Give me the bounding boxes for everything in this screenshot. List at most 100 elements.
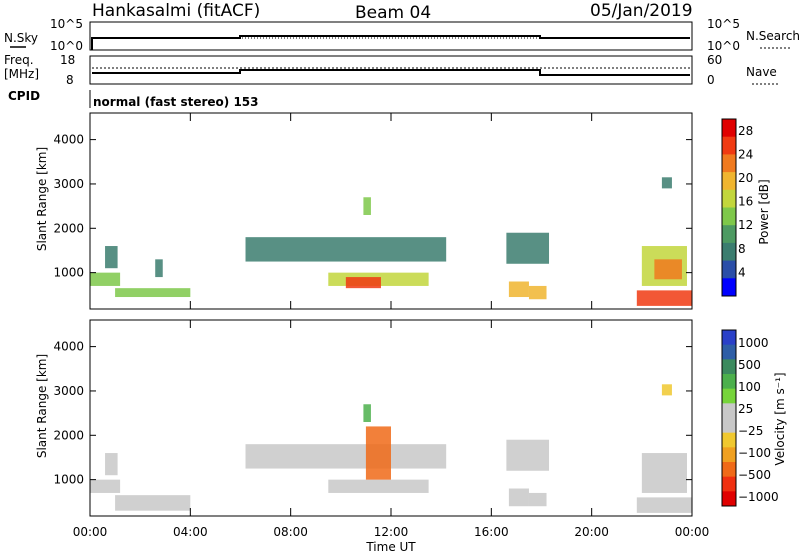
vel-cells-region-9	[528, 492, 547, 507]
power-colorbar-swatch-8	[722, 260, 736, 279]
velocity-heatmap-cells	[90, 384, 692, 513]
power-colorbar-tick-3: 16	[738, 195, 753, 209]
velocity-colorbar-tick-2: 100	[738, 380, 761, 394]
freq-label: Freq.	[4, 53, 34, 67]
velocity-colorbar-tick-6: −500	[738, 468, 771, 482]
power-cells-region-4	[245, 237, 447, 262]
date-label: 05/Jan/2019	[590, 1, 693, 21]
power-cells-region-13	[636, 290, 692, 306]
power-cells-region-3	[155, 259, 163, 278]
vel-cells-region-4	[328, 479, 429, 493]
power-colorbar-tick-1: 24	[738, 147, 753, 161]
velocity-colorbar-tick-7: −1000	[738, 490, 779, 504]
power-y-ticks: 1000 2000 3000 4000	[53, 133, 692, 280]
power-colorbar-swatch-7	[722, 242, 736, 262]
freq-series	[92, 69, 690, 76]
power-cells-region-14	[661, 177, 672, 189]
power-cells-region-1	[105, 246, 118, 269]
nsky-tick-top: 10^5	[50, 17, 83, 31]
vel-yticks-label-0: 1000	[53, 473, 84, 487]
power-heatmap-panel: 1000 2000 3000 4000 Slant Range [km]	[35, 112, 693, 310]
velocity-colorbar-swatch-8	[722, 447, 736, 463]
nave-tick-top: 60	[707, 53, 722, 67]
freq-unit: [MHz]	[4, 67, 39, 81]
freq-panel: Freq. [MHz] 18 8 60 0 Nave	[4, 53, 778, 87]
power-cells-region-7	[363, 197, 371, 215]
nsky-panel: N.Sky 10^5 10^0 10^5 10^0 N.Search	[4, 17, 800, 53]
x-tick-label-0: 00:00	[73, 525, 108, 539]
velocity-y-ticks: 1000 2000 3000 4000	[53, 340, 692, 487]
power-cells-region-8	[506, 232, 550, 264]
power-y-label: Slant Range [km]	[35, 147, 49, 251]
power-colorbar-tick-5: 8	[738, 242, 746, 256]
x-tick-label-3: 12:00	[374, 525, 409, 539]
power-heatmap-cells	[90, 177, 692, 306]
velocity-colorbar-swatch-0	[722, 330, 736, 346]
power-colorbar-swatch-3	[722, 172, 736, 191]
vel-cells-region-10	[641, 453, 687, 493]
velocity-colorbar: 1000 500 100 25 −25 −100 −500 −1000	[721, 329, 779, 507]
velocity-colorbar-swatch-4	[722, 388, 736, 404]
velocity-colorbar-swatch-1	[722, 344, 736, 360]
velocity-colorbar-tick-4: −25	[738, 424, 763, 438]
power-cells-region-0	[90, 272, 121, 286]
nsky-frame	[89, 21, 693, 51]
power-colorbar-label: Power [dB]	[757, 179, 771, 244]
power-colorbar-swatch-2	[722, 154, 736, 173]
power-yticks-label-0: 1000	[53, 266, 84, 280]
power-cells-region-10	[528, 285, 547, 300]
freq-frame	[89, 55, 693, 85]
power-colorbar: 28 24 20 16 12 8 4	[721, 118, 753, 297]
x-tick-label-2: 08:00	[273, 525, 308, 539]
power-colorbar-frame	[721, 118, 737, 297]
cpid-text: normal (fast stereo) 153	[93, 95, 259, 109]
beam-label: Beam 04	[355, 3, 431, 23]
velocity-colorbar-swatch-10	[722, 476, 736, 492]
power-cells-region-9	[508, 281, 529, 298]
power-colorbar-tick-0: 28	[738, 124, 753, 138]
nsearch-tick-top: 10^5	[707, 17, 740, 31]
power-colorbar-tick-2: 20	[738, 171, 753, 185]
nsearch-tick-bottom: 10^0	[707, 39, 740, 53]
power-colorbar-swatch-5	[722, 207, 736, 226]
power-yticks-label-2: 3000	[53, 177, 84, 191]
nave-label: Nave	[746, 65, 777, 79]
nsky-series	[91, 35, 690, 50]
power-colorbar-tick-6: 4	[738, 265, 746, 279]
radar-title: Hankasalmi (fitACF)	[92, 1, 260, 21]
velocity-colorbar-tick-0: 1000	[738, 336, 769, 350]
vel-cells-region-5	[363, 404, 371, 422]
cpid-label: CPID	[8, 89, 40, 103]
velocity-heatmap-panel: 1000 2000 3000 4000 Slant Range [km]	[35, 319, 693, 517]
x-axis: 00:00 04:00 08:00 12:00 16:00 20:00 00:00	[73, 113, 710, 539]
vel-yticks-label-2: 3000	[53, 384, 84, 398]
power-colorbar-swatch-4	[722, 189, 736, 208]
power-colorbar-swatch-9	[722, 278, 736, 297]
nsky-label: N.Sky	[4, 31, 38, 45]
velocity-colorbar-swatch-2	[722, 359, 736, 375]
x-axis-label: Time UT	[365, 540, 416, 554]
velocity-colorbar-swatch-9	[722, 462, 736, 478]
vel-cells-region-0	[90, 479, 121, 493]
vel-cells-region-11	[636, 497, 692, 513]
velocity-y-label: Slant Range [km]	[35, 354, 49, 458]
vel-yticks-label-1: 2000	[53, 428, 84, 442]
vel-cells-region-2	[115, 495, 191, 511]
velocity-colorbar-tick-1: 500	[738, 358, 761, 372]
vel-cells-region-12	[661, 384, 672, 396]
vel-cells-region-8	[508, 488, 529, 507]
vel-yticks-label-3: 4000	[53, 340, 84, 354]
nave-tick-bottom: 0	[707, 73, 715, 87]
velocity-colorbar-swatch-11	[722, 491, 736, 507]
vel-cells-region-7	[506, 439, 550, 471]
power-colorbar-swatch-1	[722, 136, 736, 155]
power-yticks-label-3: 4000	[53, 133, 84, 147]
x-tick-label-1: 04:00	[173, 525, 208, 539]
x-tick-label-6: 00:00	[675, 525, 710, 539]
nsky-tick-bottom: 10^0	[50, 39, 83, 53]
velocity-colorbar-swatch-3	[722, 374, 736, 390]
freq-tick-top: 18	[60, 53, 75, 67]
velocity-colorbar-swatch-7	[722, 432, 736, 448]
power-colorbar-tick-4: 12	[738, 218, 753, 232]
